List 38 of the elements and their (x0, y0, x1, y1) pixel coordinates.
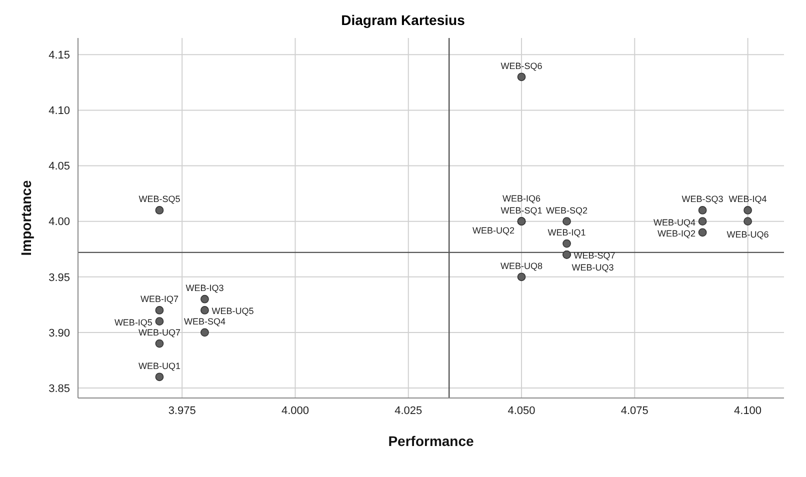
x-tick-label: 4.100 (734, 404, 762, 417)
y-tick-label: 4.00 (48, 216, 70, 228)
annotation: WEB-SQ2 (546, 205, 588, 216)
y-tick-label: 4.15 (48, 50, 70, 62)
y-tick-label: 3.85 (48, 382, 70, 395)
annotation: WEB-UQ7 (138, 328, 180, 338)
annotation: WEB-IQ5 (114, 317, 152, 328)
annotation: WEB-UQ5 (212, 306, 254, 316)
annotation: WEB-IQ6 (502, 193, 541, 204)
y-tick-label: 3.90 (48, 327, 70, 340)
y-axis-title: Importance (18, 180, 34, 256)
annotation: WEB-UQ2 (472, 225, 515, 236)
x-axis-title: Performance (388, 433, 474, 449)
annotation: WEB-IQ2 (658, 228, 696, 238)
annotation: WEB-SQ3 (682, 194, 724, 204)
annotation: WEB-SQ7 (574, 250, 616, 261)
annotation: WEB-UQ6 (726, 229, 769, 240)
annotation: WEB-UQ1 (138, 360, 180, 371)
annotation: WEB-SQ5 (138, 194, 180, 204)
x-tick-label: 4.050 (508, 404, 536, 417)
x-tick-label: 4.025 (394, 404, 422, 417)
annotation: WEB-IQ1 (548, 228, 586, 238)
annotation: WEB-UQ4 (654, 217, 696, 228)
x-tick-label: 4.000 (281, 404, 309, 417)
annotation: WEB-IQ4 (728, 194, 767, 204)
y-tick-label: 4.10 (48, 105, 70, 118)
y-tick-label: 4.05 (48, 160, 70, 173)
y-tick-label: 3.95 (48, 272, 70, 284)
x-tick-label: 3.975 (168, 404, 196, 417)
annotation: WEB-SQ1 (500, 205, 542, 216)
annotation: WEB-UQ8 (500, 260, 543, 271)
annotation: WEB-IQ7 (140, 294, 178, 304)
annotation: WEB-SQ4 (184, 316, 226, 326)
annotation: WEB-UQ3 (572, 262, 614, 273)
annotation: WEB-IQ3 (186, 283, 224, 294)
annotation: WEB-SQ6 (500, 60, 542, 71)
x-tick-label: 4.075 (620, 404, 648, 417)
chart-title: Diagram Kartesius (340, 11, 466, 28)
